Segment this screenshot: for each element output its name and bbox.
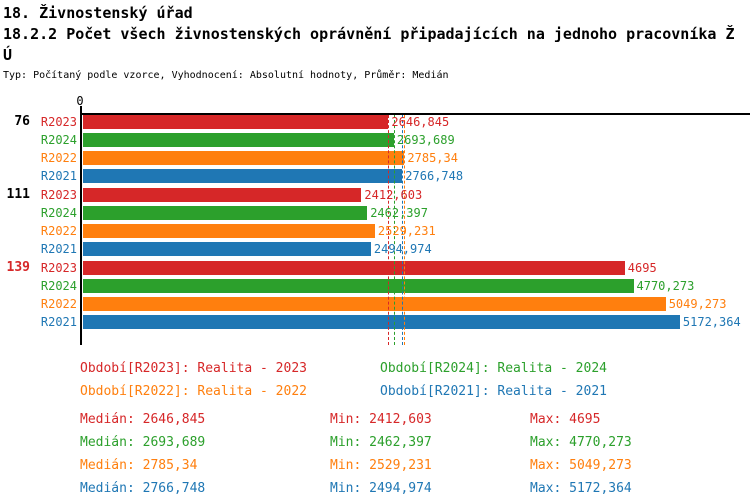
stat-max-r2021: Max: 5172,364 xyxy=(530,481,632,496)
bar-value-label: 2494,974 xyxy=(373,242,432,256)
bar xyxy=(83,261,625,275)
bar-group-139: 139 R2023 4695 R2024 4770,273 R2022 5049… xyxy=(0,261,750,329)
report-title-line1: 18. Živnostenský úřad xyxy=(3,4,193,22)
bar-value-label: 2412,603 xyxy=(364,188,423,202)
bar xyxy=(83,297,666,311)
bar xyxy=(83,315,680,329)
bar-row: R2022 5049,273 xyxy=(0,297,750,311)
stat-min-r2021: Min: 2494,974 xyxy=(330,481,432,496)
stat-min-r2023: Min: 2412,603 xyxy=(330,412,432,427)
bar-row: R2022 2529,231 xyxy=(0,224,750,238)
group-label: 139 xyxy=(6,260,30,275)
bar-series-label: R2022 xyxy=(40,151,77,165)
bar-row: R2023 4695 xyxy=(0,261,750,275)
x-axis-line xyxy=(80,113,750,115)
median-line-r2023 xyxy=(388,115,390,345)
bar-value-label: 4770,273 xyxy=(636,279,695,293)
bar-value-label: 2646,845 xyxy=(391,115,450,129)
stat-min-r2022: Min: 2529,231 xyxy=(330,458,432,473)
group-label: 111 xyxy=(6,187,30,202)
bar-series-label: R2024 xyxy=(40,133,77,147)
bar-row: R2023 2412,603 xyxy=(0,188,750,202)
bar-group-111: 111 R2023 2412,603 R2024 2462,397 R2022 … xyxy=(0,188,750,256)
legend-item-r2024: Období[R2024]: Realita - 2024 xyxy=(380,361,607,376)
bar-value-label: 2462,397 xyxy=(370,206,428,220)
legend-item-r2022: Období[R2022]: Realita - 2022 xyxy=(80,384,307,399)
bar xyxy=(83,169,403,183)
stat-median-r2022: Medián: 2785,34 xyxy=(80,458,198,473)
bar-row: R2024 4770,273 xyxy=(0,279,750,293)
bar-series-label: R2023 xyxy=(40,115,77,129)
report-title-line3: Ú xyxy=(3,46,13,64)
bar-row: R2023 2646,845 xyxy=(0,115,750,129)
report-header: 18. Živnostenský úřad 18.2.2 Počet všech… xyxy=(3,3,735,82)
stat-max-r2024: Max: 4770,273 xyxy=(530,435,632,450)
bar-value-label: 2529,231 xyxy=(377,224,436,238)
bar xyxy=(83,224,375,238)
bar-value-label: 2785,34 xyxy=(407,151,458,165)
median-line-r2021 xyxy=(402,115,404,345)
bar-row: R2021 2494,974 xyxy=(0,242,750,256)
bar-rows: 76 R2023 2646,845 R2024 2693,689 R2022 2… xyxy=(0,115,750,334)
stat-median-r2023: Medián: 2646,845 xyxy=(80,412,206,427)
bar-group-76: 76 R2023 2646,845 R2024 2693,689 R2022 2… xyxy=(0,115,750,183)
report-title-line2: 18.2.2 Počet všech živnostenských oprávn… xyxy=(3,25,735,43)
bar xyxy=(83,242,371,256)
stat-min-r2024: Min: 2462,397 xyxy=(330,435,432,450)
bar xyxy=(83,151,405,165)
median-line-r2024 xyxy=(393,115,395,345)
legend-item-r2021: Období[R2021]: Realita - 2021 xyxy=(380,384,607,399)
bar-series-label: R2022 xyxy=(40,297,77,311)
report-subtitle: Typ: Počítaný podle vzorce, Vyhodnocení:… xyxy=(3,70,449,81)
bar-row: R2024 2462,397 xyxy=(0,206,750,220)
y-axis-line xyxy=(80,106,82,345)
bar-value-label: 2693,689 xyxy=(396,133,455,147)
group-label: 76 xyxy=(14,114,30,129)
bar-row: R2022 2785,34 xyxy=(0,151,750,165)
stat-median-r2024: Medián: 2693,689 xyxy=(80,435,206,450)
bar-series-label: R2021 xyxy=(40,169,77,183)
bar xyxy=(83,188,362,202)
bar xyxy=(83,133,394,147)
bar-value-label: 5172,364 xyxy=(682,315,741,329)
median-line-r2022 xyxy=(404,115,406,345)
bar-series-label: R2021 xyxy=(40,242,77,256)
bar-series-label: R2021 xyxy=(40,315,77,329)
bar xyxy=(83,279,634,293)
bar xyxy=(83,206,368,220)
bar-series-label: R2022 xyxy=(40,224,77,238)
bar-series-label: R2024 xyxy=(40,279,77,293)
bar-series-label: R2023 xyxy=(40,188,77,202)
bar-value-label: 2766,748 xyxy=(405,169,464,183)
bar-row: R2024 2693,689 xyxy=(0,133,750,147)
bar-row: R2021 2766,748 xyxy=(0,169,750,183)
bar-value-label: 4695 xyxy=(627,261,657,275)
bar-row: R2021 5172,364 xyxy=(0,315,750,329)
stat-max-r2023: Max: 4695 xyxy=(530,412,601,427)
stat-median-r2021: Medián: 2766,748 xyxy=(80,481,206,496)
bar-series-label: R2023 xyxy=(40,261,77,275)
legend-item-r2023: Období[R2023]: Realita - 2023 xyxy=(80,361,307,376)
bar-value-label: 5049,273 xyxy=(668,297,727,311)
stat-max-r2022: Max: 5049,273 xyxy=(530,458,632,473)
x-axis-origin-label: 0 xyxy=(76,94,84,108)
bar xyxy=(83,115,389,129)
bar-series-label: R2024 xyxy=(40,206,77,220)
